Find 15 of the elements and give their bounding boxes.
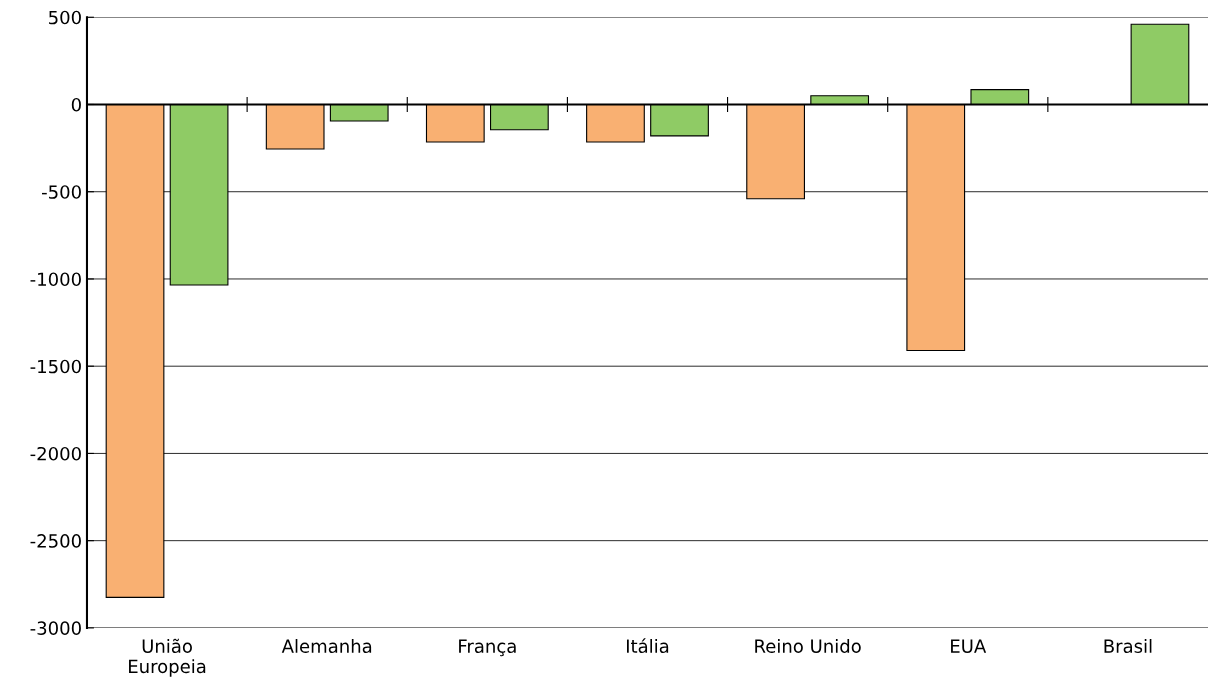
- y-tick-label: -2000: [30, 446, 81, 461]
- y-tick-label: -3000: [30, 621, 81, 636]
- y-tick-label: -1500: [30, 359, 81, 374]
- x-tick-label: Itália: [626, 638, 669, 653]
- x-tick-label: França: [459, 639, 516, 657]
- x-tick-label: EUA: [951, 639, 987, 653]
- y-tick-label: 500: [49, 10, 81, 25]
- y-tick-label: -2500: [30, 534, 81, 548]
- x-tick-label: Alemanha: [281, 639, 372, 653]
- x-tick-label: Brasil: [1104, 639, 1152, 653]
- y-tick-label: -1000: [30, 272, 81, 287]
- y-tick-label: -500: [42, 185, 81, 199]
- x-tick-label: Reino Unido: [755, 639, 861, 653]
- y-tick-label: 0: [71, 97, 81, 112]
- x-tick-label: União Europeia: [129, 638, 206, 677]
